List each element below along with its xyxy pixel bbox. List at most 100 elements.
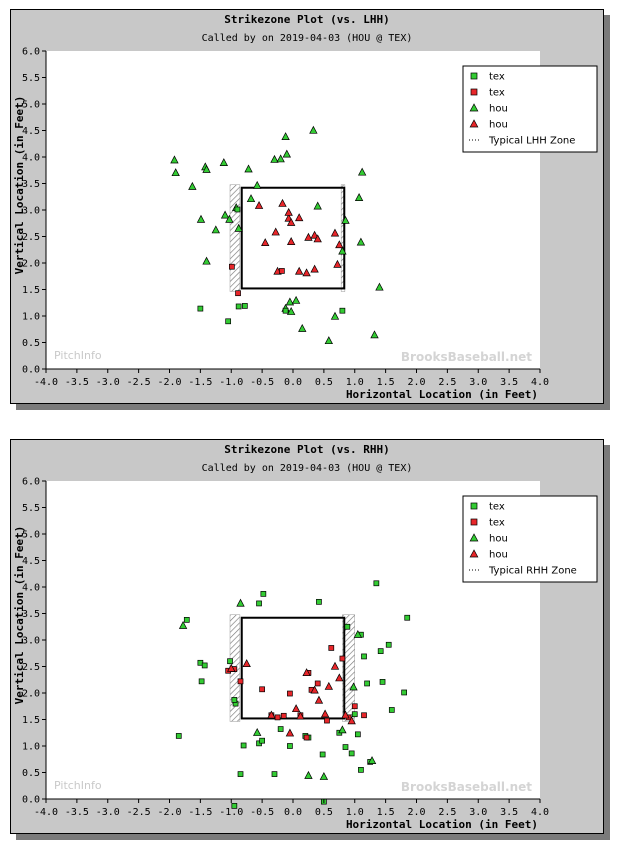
x-axis-label: Horizontal Location (in Feet) bbox=[346, 388, 538, 401]
y-tick-label: 5.0 bbox=[22, 100, 40, 111]
pitch-square-marker bbox=[229, 263, 235, 270]
zone-hatch-right bbox=[342, 614, 355, 722]
pitch-square-marker bbox=[344, 623, 351, 630]
y-tick-label: 0.5 bbox=[22, 768, 40, 779]
pitch-triangle-marker bbox=[244, 164, 253, 173]
pitchinfo-watermark: PitchInfo bbox=[54, 779, 102, 792]
y-tick-label: 2.0 bbox=[22, 689, 40, 700]
plot-area bbox=[46, 51, 540, 369]
pitch-triangle-marker bbox=[253, 180, 262, 189]
x-tick-label: -3.5 bbox=[65, 807, 89, 818]
legend-label: Typical RHH Zone bbox=[488, 566, 577, 577]
legend-label: hou bbox=[489, 534, 508, 545]
pitch-triangle-marker bbox=[304, 232, 313, 241]
x-tick-label: 1.5 bbox=[377, 807, 395, 818]
legend-label: hou bbox=[489, 120, 508, 131]
pitch-square-marker bbox=[183, 617, 190, 623]
x-tick-label: 0.5 bbox=[315, 807, 333, 818]
strike-zone-box bbox=[240, 186, 346, 290]
pitch-square-marker bbox=[319, 751, 326, 758]
x-tick-label: 4.0 bbox=[531, 807, 549, 818]
pitch-triangle-marker bbox=[370, 330, 379, 339]
pitch-triangle-marker bbox=[333, 259, 342, 268]
pitch-triangle-marker bbox=[349, 682, 358, 691]
pitch-triangle-marker bbox=[286, 217, 296, 226]
pitch-triangle-marker bbox=[330, 311, 340, 320]
pitch-square-marker bbox=[279, 268, 285, 274]
x-tick-label: 2.5 bbox=[438, 807, 456, 818]
pitch-triangle-marker bbox=[291, 704, 301, 713]
pitch-square-marker bbox=[361, 653, 367, 660]
pitch-triangle-marker bbox=[330, 228, 340, 237]
x-tick-label: 3.5 bbox=[500, 807, 518, 818]
pitch-square-marker bbox=[234, 206, 241, 213]
pitch-triangle-marker bbox=[282, 149, 292, 158]
legend-label: Typical LHH Zone bbox=[488, 136, 575, 147]
x-tick-label: 2.0 bbox=[407, 807, 425, 818]
y-tick-label: 1.0 bbox=[22, 742, 40, 753]
x-tick-label: 0.5 bbox=[315, 377, 333, 388]
pitch-square-marker bbox=[361, 712, 367, 719]
pitch-square-marker bbox=[351, 711, 358, 718]
x-tick-label: -0.5 bbox=[250, 377, 274, 388]
pitch-triangle-marker bbox=[267, 710, 276, 719]
pitch-square-marker bbox=[339, 655, 346, 662]
x-tick-label: -2.5 bbox=[127, 807, 151, 818]
pitch-triangle-marker bbox=[330, 661, 340, 670]
x-tick-label: 1.5 bbox=[377, 377, 395, 388]
legend-square-marker bbox=[470, 518, 478, 526]
pitch-triangle-marker bbox=[170, 155, 179, 164]
pitch-square-marker bbox=[237, 771, 244, 777]
x-tick-label: -3.0 bbox=[96, 377, 120, 388]
y-axis-label: Vertical Location (in Feet) bbox=[13, 526, 26, 705]
pitch-triangle-marker bbox=[310, 264, 319, 273]
pitch-triangle-marker bbox=[310, 230, 319, 239]
pitch-square-marker bbox=[259, 686, 265, 693]
pitch-square-marker bbox=[259, 737, 265, 744]
pitch-triangle-marker bbox=[304, 770, 313, 779]
pitch-triangle-marker bbox=[253, 728, 262, 736]
pitch-square-marker bbox=[348, 750, 355, 757]
legend-label: tex bbox=[489, 72, 505, 83]
x-tick-label: -1.5 bbox=[188, 807, 212, 818]
pitch-triangle-marker bbox=[196, 214, 206, 223]
pitch-triangle-marker bbox=[278, 198, 287, 207]
pitch-square-marker bbox=[197, 305, 204, 312]
pitch-square-marker bbox=[235, 303, 242, 310]
pitch-triangle-marker bbox=[324, 336, 333, 345]
pitch-triangle-marker bbox=[357, 167, 367, 176]
x-tick-label: 2.0 bbox=[407, 377, 425, 388]
pitch-square-marker bbox=[237, 678, 244, 685]
pitch-triangle-marker bbox=[338, 725, 347, 734]
lhh-chart-panel: Strikezone Plot (vs. LHH) Called by on 20… bbox=[10, 9, 610, 410]
y-tick-label: 1.5 bbox=[22, 285, 40, 296]
pitch-square-marker bbox=[358, 767, 364, 773]
pitch-square-marker bbox=[385, 641, 392, 648]
pitch-triangle-marker bbox=[285, 297, 295, 306]
pitch-square-marker bbox=[231, 803, 238, 809]
pitch-square-marker bbox=[241, 303, 248, 309]
legend-triangle-marker bbox=[469, 533, 479, 542]
pitch-triangle-marker bbox=[219, 158, 229, 166]
legend-label: tex bbox=[489, 502, 505, 513]
pitch-triangle-marker bbox=[276, 154, 285, 163]
pitch-triangle-marker bbox=[225, 214, 234, 223]
pitch-triangle-marker bbox=[270, 154, 279, 163]
pitch-triangle-marker bbox=[324, 681, 333, 690]
pitch-square-marker bbox=[339, 307, 346, 314]
y-tick-label: 5.0 bbox=[22, 530, 40, 541]
pitchinfo-watermark: PitchInfo bbox=[54, 349, 102, 362]
legend-triangle-marker bbox=[469, 119, 479, 128]
pitch-square-marker bbox=[314, 680, 321, 687]
pitch-triangle-marker bbox=[236, 598, 245, 607]
y-tick-label: 5.5 bbox=[22, 73, 40, 84]
pitch-triangle-marker bbox=[347, 716, 356, 725]
chart-subtitle: Called by on 2019-04-03 (HOU @ TEX) bbox=[202, 463, 413, 474]
pitch-square-marker bbox=[303, 734, 310, 741]
x-tick-label: -2.5 bbox=[127, 377, 151, 388]
pitch-square-marker bbox=[274, 714, 281, 721]
pitch-triangle-marker bbox=[298, 323, 307, 332]
x-tick-label: -1.5 bbox=[188, 377, 212, 388]
pitch-triangle-marker bbox=[281, 132, 290, 141]
pitch-triangle-marker bbox=[294, 213, 304, 222]
